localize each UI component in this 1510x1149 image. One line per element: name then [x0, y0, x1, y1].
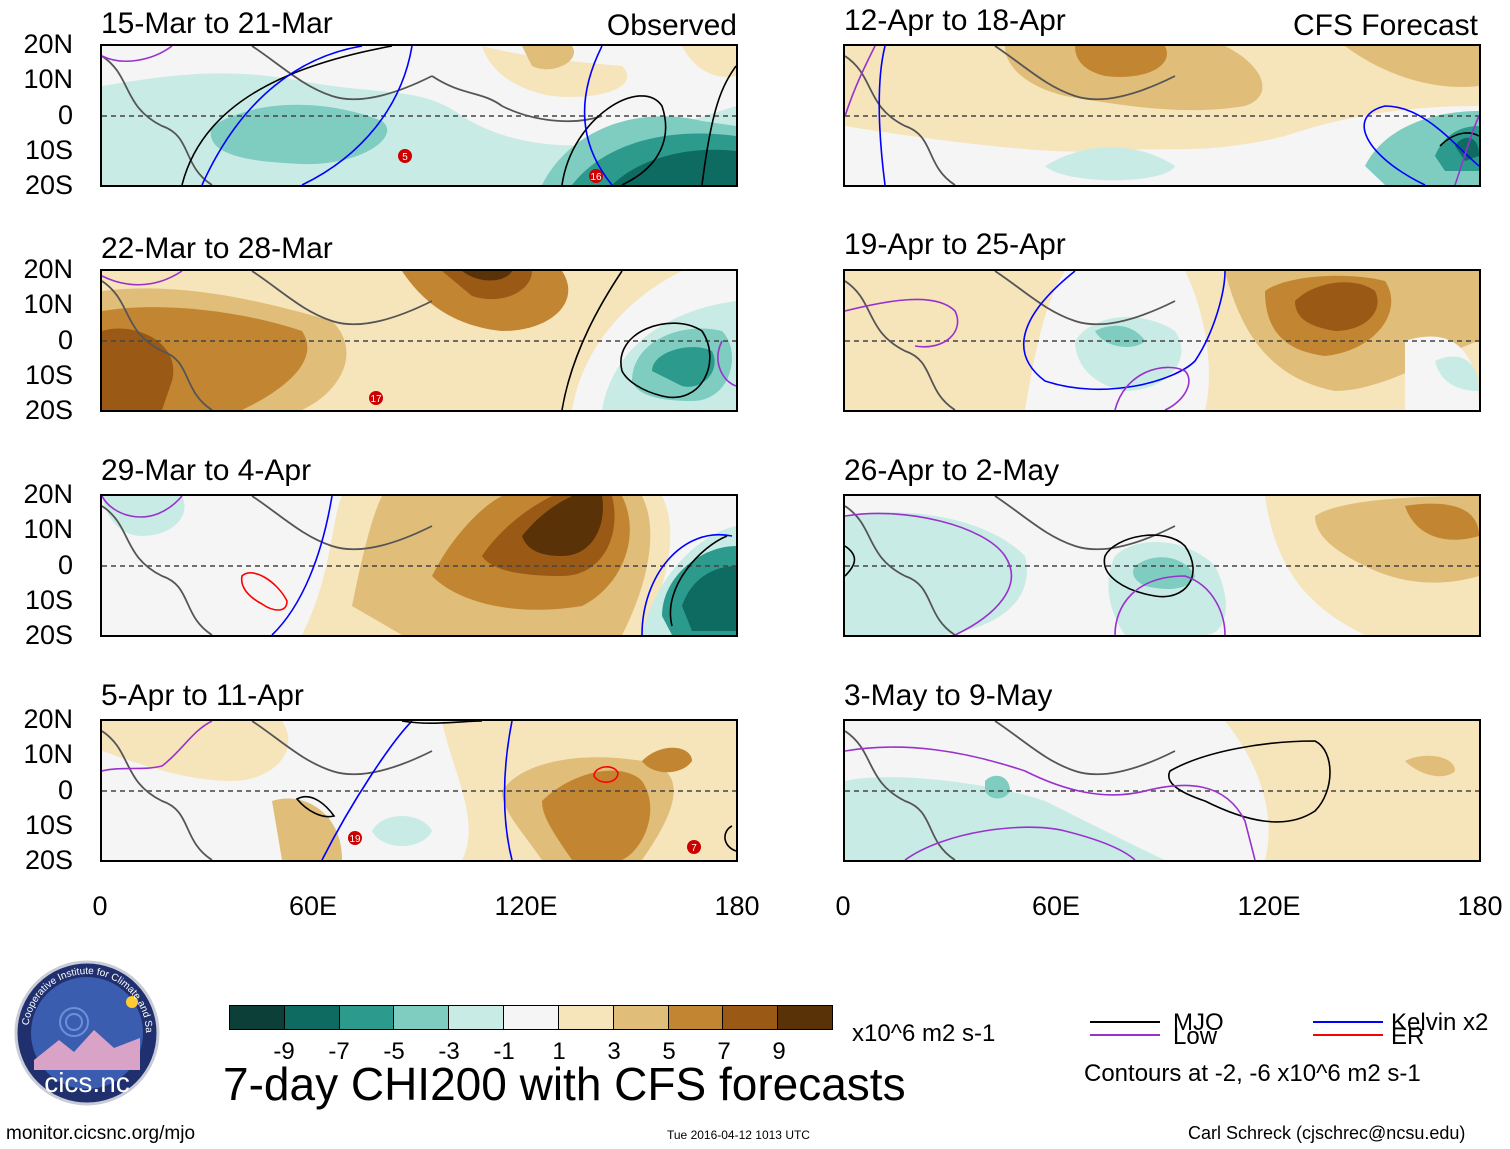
lon-label-180: 180 — [1457, 891, 1503, 921]
panel-1-map: 5 16 — [100, 44, 738, 187]
lat-label-10s: 10S — [24, 360, 73, 390]
lat-label-0: 0 — [57, 775, 73, 805]
contour-note: Contours at -2, -6 x10^6 m2 s-1 — [1084, 1060, 1421, 1087]
colorbar-swatch — [449, 1006, 505, 1029]
storm-icon: 19 — [348, 831, 362, 845]
colorbar-swatch — [778, 1006, 832, 1029]
lat-label-20n: 20N — [23, 29, 73, 59]
legend-label-mjo: MJO — [1173, 1009, 1224, 1036]
svg-text:7: 7 — [691, 843, 697, 854]
panel-8-title: 3-May to 9-May — [844, 679, 1053, 712]
lon-label-0: 0 — [835, 891, 851, 921]
lat-label-10s: 10S — [24, 810, 73, 840]
colorbar-swatch — [230, 1006, 285, 1029]
lat-label-20s: 20S — [24, 395, 73, 425]
colorbar-label: 3 — [607, 1038, 621, 1065]
legend-line-kelvin — [1313, 1021, 1383, 1023]
colorbar-label: 7 — [717, 1038, 731, 1065]
colorbar-label: 1 — [552, 1038, 566, 1065]
footer-author: Carl Schreck (cjschrec@ncsu.edu) — [1188, 1123, 1466, 1143]
svg-text:16: 16 — [590, 172, 602, 183]
lon-label-0: 0 — [92, 891, 108, 921]
lon-label-120e: 120E — [1237, 891, 1301, 921]
lon-label-180: 180 — [714, 891, 760, 921]
panel-5-title: 12-Apr to 18-Apr — [844, 4, 1066, 37]
panel-4-title: 5-Apr to 11-Apr — [101, 679, 304, 712]
legend-label-er: ER — [1391, 1023, 1425, 1050]
lat-label-20n: 20N — [23, 704, 73, 734]
svg-text:cics.nc: cics.nc — [44, 1067, 130, 1098]
svg-text:17: 17 — [370, 394, 382, 405]
panel-4-map: 19 7 — [100, 719, 738, 862]
colorbar-swatch — [504, 1006, 559, 1029]
cicsnc-logo: Cooperative Institute for Climate and Sa… — [11, 952, 160, 1106]
panel-1-title: 15-Mar to 21-Mar — [101, 7, 333, 40]
lon-label-60e: 60E — [288, 891, 338, 921]
lat-label-0: 0 — [57, 325, 73, 355]
colorbar-label: -9 — [273, 1038, 295, 1065]
panel-3-title: 29-Mar to 4-Apr — [101, 454, 312, 487]
panel-6-map — [843, 269, 1481, 412]
svg-text:19: 19 — [349, 834, 361, 845]
lat-label-20n: 20N — [23, 479, 73, 509]
colorbar-label: -7 — [328, 1038, 350, 1065]
colorbar-swatch — [723, 1006, 779, 1029]
lat-label-20s: 20S — [24, 845, 73, 875]
lon-label-60e: 60E — [1031, 891, 1081, 921]
colorbar-swatch — [284, 1006, 340, 1029]
legend-label-low: Low — [1173, 1023, 1218, 1050]
colorbar-label: 5 — [662, 1038, 676, 1065]
lat-label-10s: 10S — [24, 585, 73, 615]
colorbar-swatch — [394, 1006, 450, 1029]
colorbar-swatch — [613, 1006, 669, 1029]
colorbar-swatch — [339, 1006, 395, 1029]
colorbar-swatch — [558, 1006, 614, 1029]
panel-5-map — [843, 44, 1481, 187]
svg-text:5: 5 — [402, 152, 408, 163]
lat-label-20n: 20N — [23, 254, 73, 284]
storm-icon: 5 — [398, 149, 412, 163]
panel-3-map — [100, 494, 738, 637]
panel-8-map — [843, 719, 1481, 862]
lat-label-0: 0 — [57, 550, 73, 580]
lat-label-10s: 10S — [24, 135, 73, 165]
lat-label-10n: 10N — [23, 514, 73, 544]
lat-label-10n: 10N — [23, 739, 73, 769]
colorbar — [229, 1005, 833, 1030]
colorbar-label: 9 — [772, 1038, 786, 1065]
panel-2-map: 17 — [100, 269, 738, 412]
legend-label-kelvin: Kelvin x2 — [1391, 1009, 1489, 1036]
footer-url[interactable]: monitor.cicsnc.org/mjo — [6, 1123, 196, 1144]
lat-label-10n: 10N — [23, 64, 73, 94]
storm-icon: 7 — [687, 840, 701, 854]
lat-label-20s: 20S — [24, 170, 73, 200]
lat-label-0: 0 — [57, 100, 73, 130]
colorbar-label: -3 — [438, 1038, 460, 1065]
storm-icon: 16 — [589, 169, 603, 183]
panel-7-map — [843, 494, 1481, 637]
colorbar-label: -5 — [383, 1038, 405, 1065]
panel-7-title: 26-Apr to 2-May — [844, 454, 1060, 487]
colorbar-label: -1 — [493, 1038, 515, 1065]
colorbar-units: x10^6 m2 s-1 — [852, 1020, 996, 1047]
legend-line-low — [1090, 1034, 1160, 1036]
storm-icon: 17 — [369, 391, 383, 405]
lat-label-20s: 20S — [24, 620, 73, 650]
footer-timestamp: Tue 2016-04-12 1013 UTC — [667, 1128, 810, 1142]
panel-6-title: 19-Apr to 25-Apr — [844, 228, 1066, 261]
panel-2-title: 22-Mar to 28-Mar — [101, 232, 333, 265]
colorbar-swatch — [668, 1006, 724, 1029]
cfs-forecast-label: CFS Forecast — [1292, 9, 1478, 42]
lat-label-10n: 10N — [23, 289, 73, 319]
main-title: 7-day CHI200 with CFS forecasts — [223, 1058, 906, 1110]
lon-label-120e: 120E — [494, 891, 558, 921]
legend-line-mjo — [1090, 1021, 1160, 1023]
observed-label: Observed — [606, 9, 737, 42]
legend-line-er — [1313, 1034, 1383, 1036]
